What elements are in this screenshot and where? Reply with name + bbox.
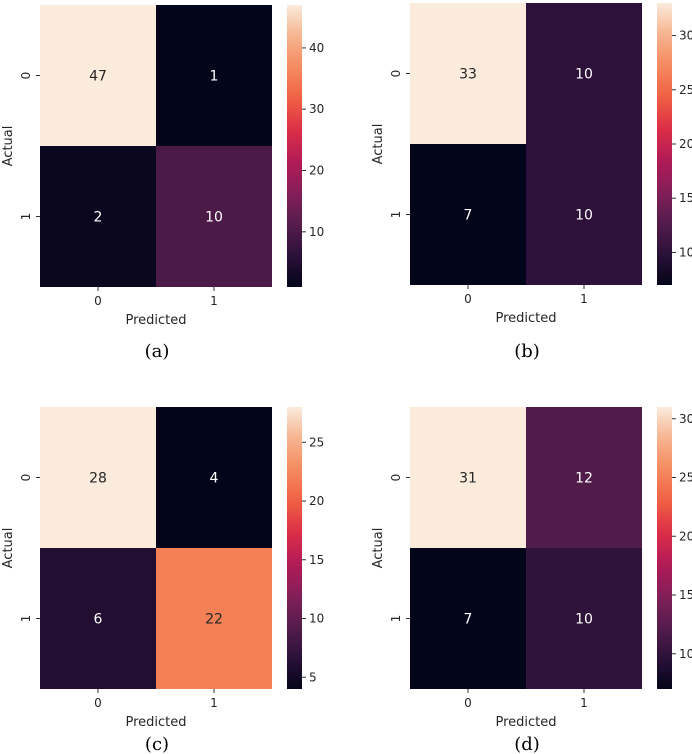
colorbar-tick-label-0: 10	[309, 225, 324, 239]
y-tick-label-1: 1	[389, 211, 403, 219]
x-tick-label-1: 1	[210, 294, 218, 308]
x-axis-label: Predicted	[125, 313, 186, 328]
colorbar	[657, 3, 672, 285]
colorbar-tick-label-2: 20	[679, 137, 692, 151]
cell-value-0-1: 1	[210, 69, 219, 85]
y-tick-label-1: 1	[19, 213, 33, 221]
x-tick-label-0: 0	[94, 294, 102, 308]
y-tick-label-1: 1	[19, 615, 33, 623]
colorbar-tick-label-0: 10	[679, 245, 692, 259]
colorbar-tick-label-3: 20	[309, 494, 324, 508]
cell-value-0-0: 28	[89, 471, 107, 487]
heatmap-cell-0-1	[526, 3, 642, 144]
panel-caption: (d)	[514, 734, 540, 754]
colorbar	[657, 407, 672, 689]
x-axis-label: Predicted	[125, 715, 186, 730]
y-tick-label-0: 0	[19, 72, 33, 80]
colorbar-tick-label-4: 30	[679, 412, 692, 426]
x-tick-label-1: 1	[580, 292, 588, 306]
cell-value-0-0: 47	[89, 69, 107, 85]
colorbar-tick-label-4: 25	[309, 435, 324, 449]
cell-value-0-0: 33	[459, 67, 477, 83]
colorbar-tick-label-1: 15	[679, 191, 692, 205]
colorbar-tick-label-0: 10	[679, 647, 692, 661]
heatmap-cell-1-0	[410, 144, 526, 285]
heatmap-cell-1-1	[156, 146, 272, 287]
cell-value-1-0: 7	[464, 208, 473, 224]
colorbar-tick-label-0: 5	[309, 670, 317, 684]
x-axis-label: Predicted	[495, 715, 556, 730]
panel-caption: (a)	[145, 341, 170, 362]
heatmap-cell-0-1	[526, 407, 642, 548]
colorbar-tick-label-2: 20	[679, 529, 692, 543]
x-tick-label-1: 1	[210, 696, 218, 710]
x-tick-label-0: 0	[464, 696, 472, 710]
cell-value-0-1: 10	[575, 67, 593, 83]
heatmap-cell-1-0	[40, 146, 156, 287]
cell-value-1-1: 10	[575, 612, 593, 628]
colorbar-tick-label-3: 25	[679, 83, 692, 97]
heatmap-cell-0-1	[156, 5, 272, 146]
y-axis-label: Actual	[1, 528, 16, 569]
cell-value-1-0: 2	[94, 210, 103, 226]
colorbar-tick-label-1: 10	[309, 612, 324, 626]
heatmap-cell-0-1	[156, 407, 272, 548]
colorbar-tick-label-3: 40	[309, 41, 324, 55]
cell-value-0-0: 31	[459, 471, 477, 487]
colorbar-tick-label-2: 15	[309, 553, 324, 567]
heatmap-cell-1-1	[156, 548, 272, 689]
y-tick-label-0: 0	[389, 70, 403, 78]
colorbar	[287, 407, 302, 689]
x-axis-label: Predicted	[495, 311, 556, 326]
heatmap-cell-0-0	[410, 407, 526, 548]
colorbar-tick-label-1: 15	[679, 588, 692, 602]
y-tick-label-0: 0	[19, 474, 33, 482]
panel-caption: (c)	[145, 734, 169, 754]
cell-value-1-1: 10	[205, 210, 223, 226]
cell-value-1-1: 10	[575, 208, 593, 224]
panel-caption: (b)	[514, 341, 540, 362]
y-axis-label: Actual	[371, 124, 386, 165]
colorbar-tick-label-4: 30	[679, 29, 692, 43]
cell-value-1-1: 22	[205, 612, 223, 628]
heatmap-cell-0-0	[40, 407, 156, 548]
heatmap-cell-0-0	[40, 5, 156, 146]
y-axis-label: Actual	[1, 126, 16, 167]
heatmap-cell-1-1	[526, 144, 642, 285]
y-tick-label-1: 1	[389, 615, 403, 623]
cell-value-0-1: 4	[210, 471, 219, 487]
colorbar-tick-label-2: 30	[309, 102, 324, 116]
heatmap-cell-1-0	[410, 548, 526, 689]
y-tick-label-0: 0	[389, 474, 403, 482]
heatmap-cell-1-0	[40, 548, 156, 689]
colorbar	[287, 5, 302, 287]
cell-value-1-0: 6	[94, 612, 103, 628]
cell-value-0-1: 12	[575, 471, 593, 487]
x-tick-label-0: 0	[464, 292, 472, 306]
heatmap-cell-1-1	[526, 548, 642, 689]
heatmap-cell-0-0	[410, 3, 526, 144]
x-tick-label-1: 1	[580, 696, 588, 710]
colorbar-tick-label-1: 20	[309, 164, 324, 178]
y-axis-label: Actual	[371, 528, 386, 569]
colorbar-tick-label-3: 25	[679, 471, 692, 485]
x-tick-label-0: 0	[94, 696, 102, 710]
cell-value-1-0: 7	[464, 612, 473, 628]
